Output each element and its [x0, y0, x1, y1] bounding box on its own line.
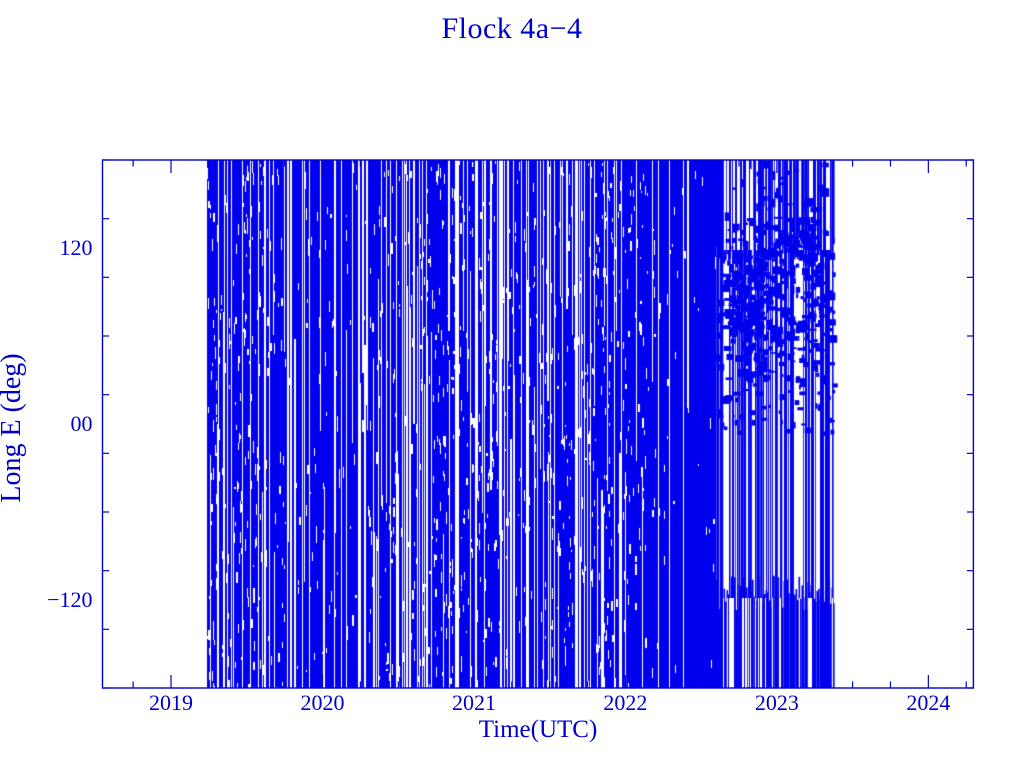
svg-text:00: 00 — [71, 411, 93, 436]
svg-text:2022: 2022 — [603, 690, 647, 715]
svg-text:2021: 2021 — [452, 690, 496, 715]
svg-text:2020: 2020 — [300, 690, 344, 715]
svg-text:120: 120 — [60, 235, 93, 260]
svg-text:2019: 2019 — [149, 690, 193, 715]
svg-text:2024: 2024 — [906, 690, 950, 715]
svg-text:−120: −120 — [47, 587, 92, 612]
svg-text:2023: 2023 — [755, 690, 799, 715]
